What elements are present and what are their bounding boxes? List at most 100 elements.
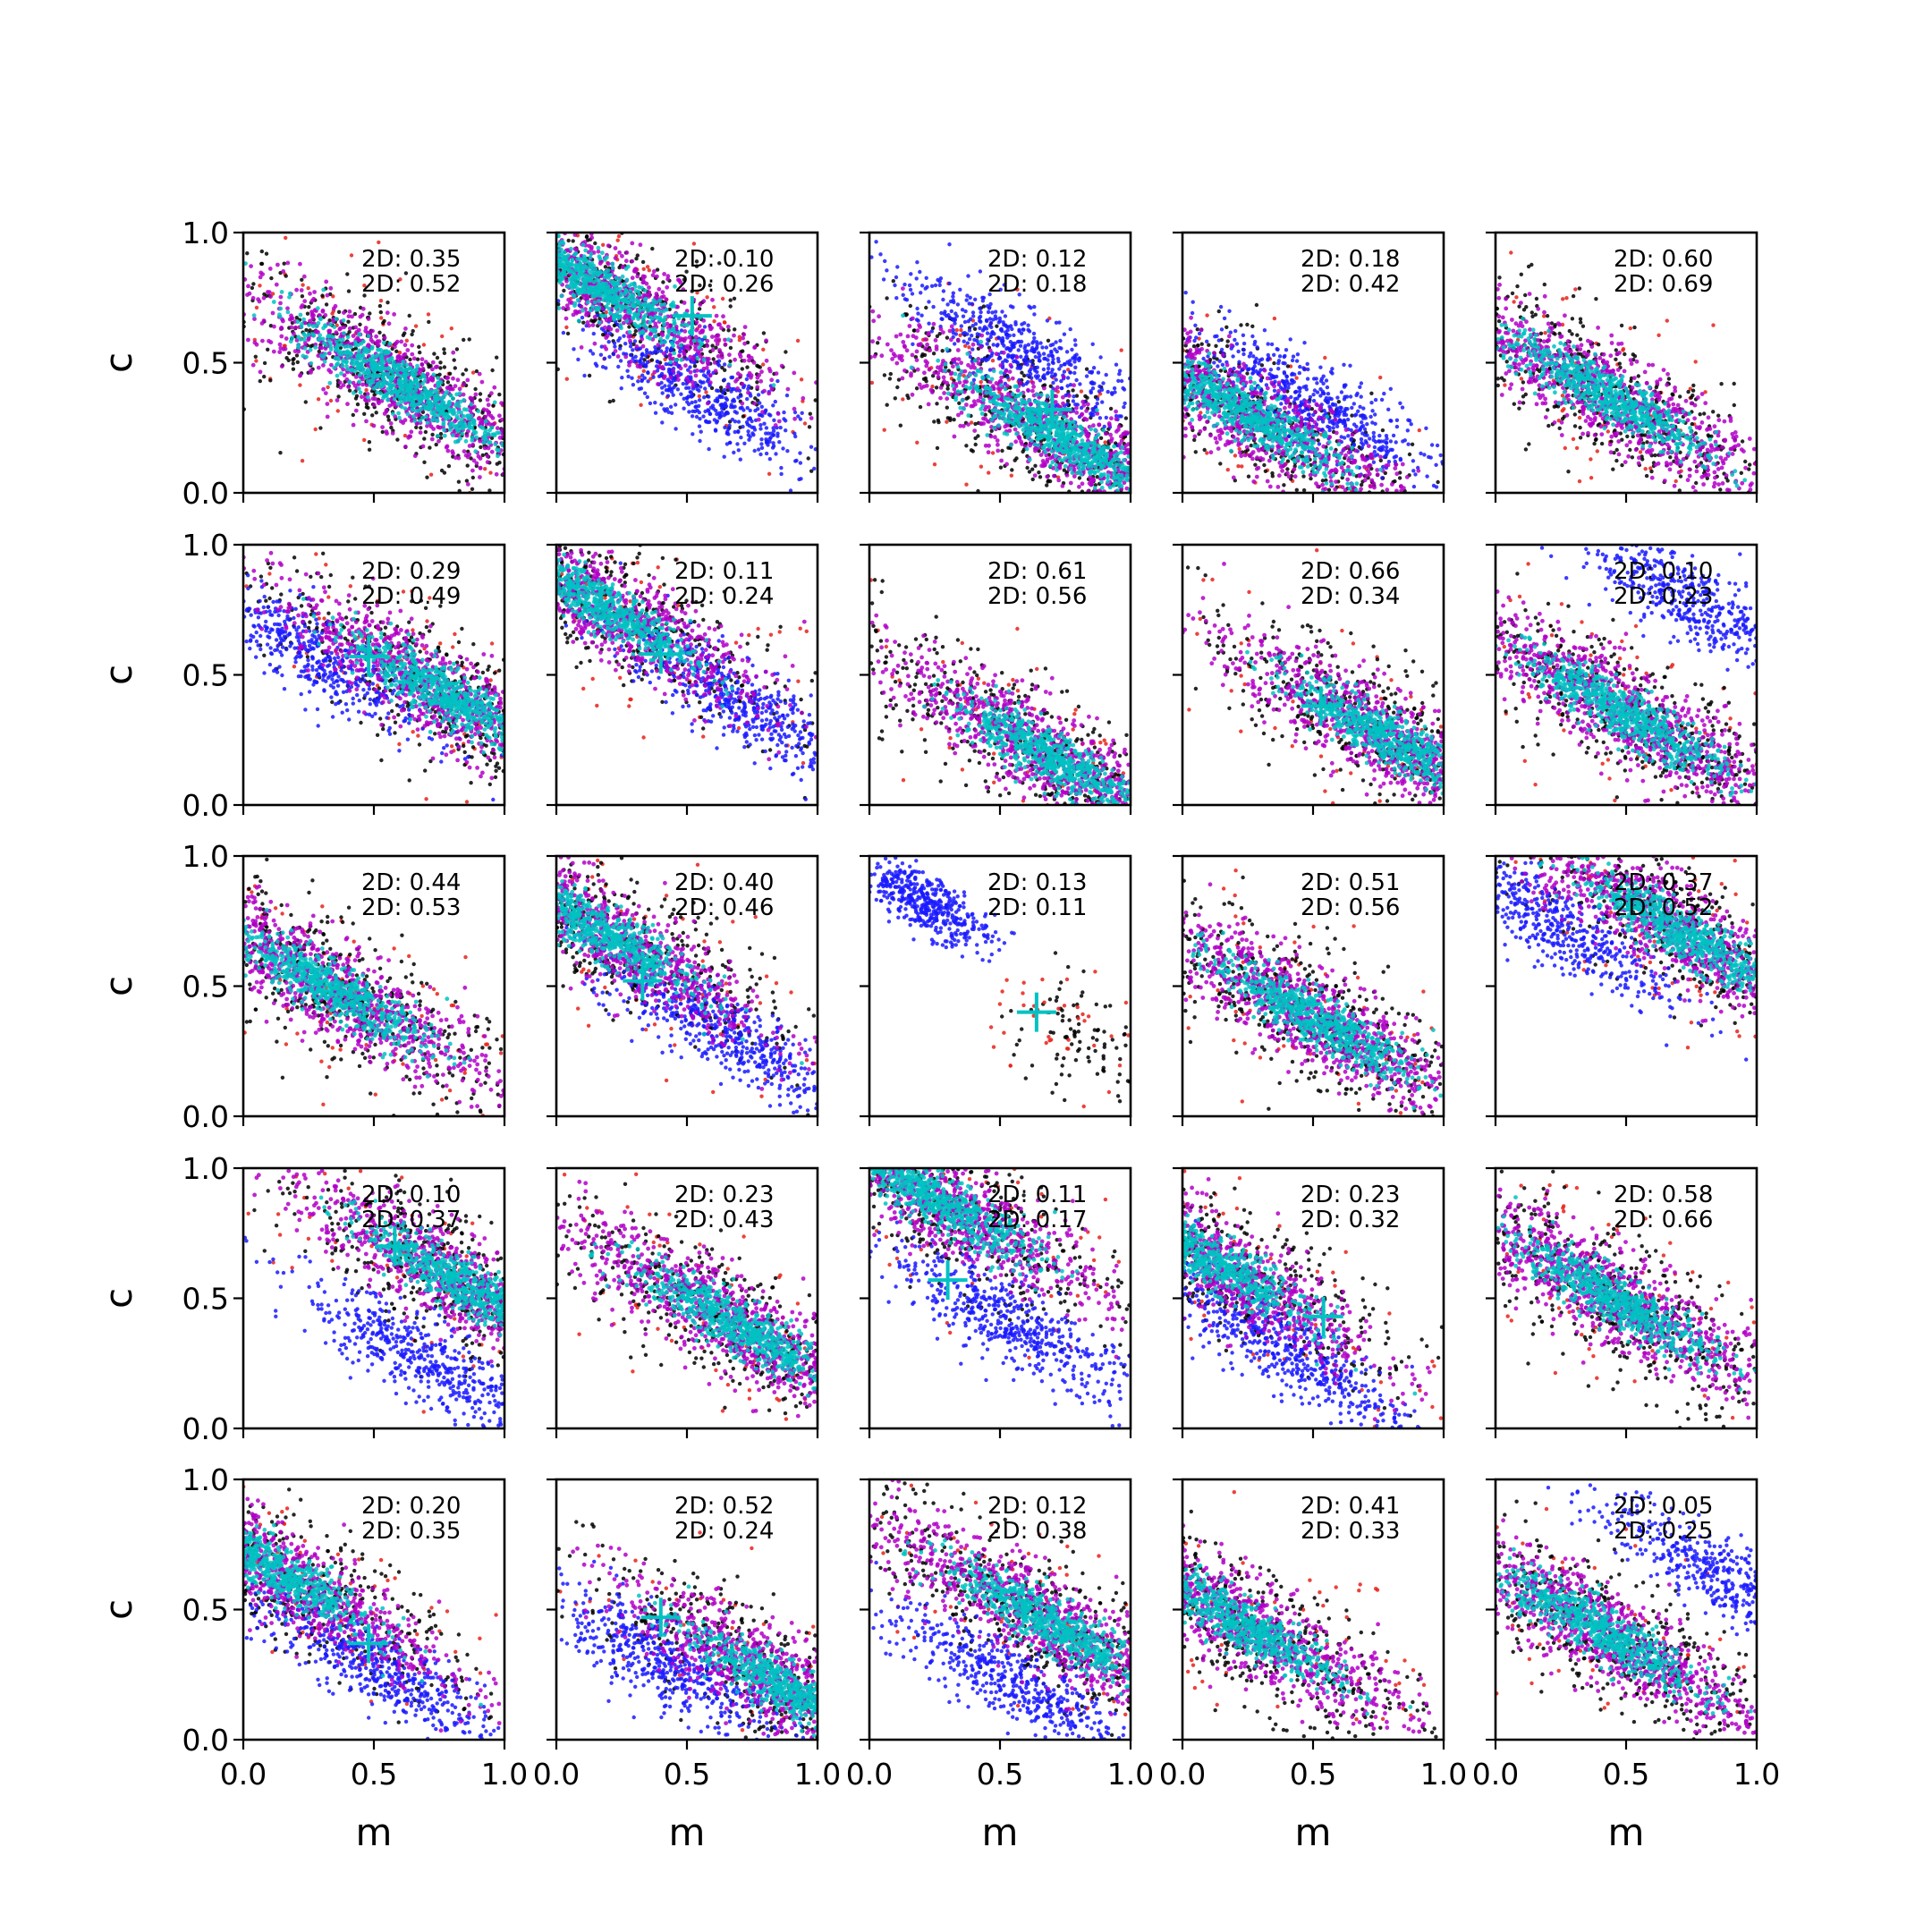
scatter-point [728,359,733,364]
scatter-point [374,334,378,339]
scatter-point [327,318,332,323]
scatter-point [391,411,395,416]
scatter-point [474,461,479,466]
scatter-point [972,365,977,370]
scatter-point [678,280,683,285]
scatter-point [348,344,353,350]
scatter-point [318,426,323,430]
scatter-point [921,377,927,381]
scatter-point [442,428,446,433]
scatter-point [641,369,646,373]
scatter-point [1022,361,1028,366]
scatter-point [682,301,687,305]
scatter-point [364,404,369,410]
scatter-point [993,309,998,314]
scatter-point [353,396,359,401]
scatter-point [722,402,727,407]
scatter-point [656,382,660,386]
scatter-point [354,361,360,366]
scatter-point [776,419,782,424]
scatter-point [606,284,611,289]
scatter-point [925,284,929,290]
scatter-point [302,334,308,339]
scatter-point [464,407,470,412]
scatter-point [611,398,615,403]
scatter-point [716,411,722,416]
scatter-point [335,398,340,402]
scatter-point [435,355,440,360]
scatter-point [1114,409,1118,414]
scatter-point [663,315,668,320]
scatter-point [1077,484,1081,489]
scatter-point [698,417,702,421]
scatter-point [953,342,957,346]
scatter-point [323,346,328,352]
scatter-point [489,391,494,396]
scatter-point [386,397,390,402]
scatter-point [767,391,772,396]
scatter-point [580,327,585,332]
scatter-point [643,296,648,301]
scatter-point [384,429,389,434]
scatter-point [649,358,655,362]
scatter-point [894,296,899,301]
scatter-point [430,360,436,365]
scatter-point [674,402,678,407]
scatter-point [341,383,346,387]
scatter-point [377,330,382,335]
scatter-point [604,335,609,340]
scatter-point [729,375,733,380]
scatter-point [437,425,443,430]
scatter-point [445,380,451,385]
scatter-point [589,235,595,241]
scatter-point [667,379,672,384]
scatter-point [985,342,989,346]
scatter-point [438,366,443,370]
scatter-point [699,380,704,385]
scatter-point [688,365,692,369]
scatter-point [309,370,313,375]
scatter-point [289,325,294,330]
scatter-point [339,342,343,347]
scatter-point [1038,359,1042,363]
scatter-point [597,261,603,266]
scatter-point [762,421,767,426]
scatter-point [1095,397,1100,402]
marker-cross [672,296,712,336]
scatter-point [301,337,307,343]
scatter-point [307,305,311,309]
scatter-point [556,306,562,310]
scatter-point [422,378,428,384]
scatter-point [403,398,408,403]
scatter-point [1070,347,1074,352]
scatter-point [778,425,783,430]
scatter-point [465,482,470,487]
scatter-point [945,419,949,424]
scatter-point [962,339,966,343]
scatter-point [722,387,727,393]
scatter-point [668,404,674,409]
scatter-point [613,256,618,260]
scatter-point [1059,378,1063,384]
scatter-point [792,431,797,436]
scatter-point [610,261,615,267]
scatter-point [412,419,418,423]
scatter-point [357,348,361,353]
scatter-point [707,446,711,452]
scatter-point [636,312,641,317]
scatter-point [398,277,402,282]
scatter-point [939,317,944,321]
scatter-point [422,436,427,441]
scatter-point [299,288,304,292]
scatter-point [724,411,728,416]
scatter-point [362,411,367,416]
scatter-point [1090,386,1096,391]
scatter-point [651,269,657,274]
scatter-point [1113,390,1117,394]
scatter-point [941,289,946,293]
scatter-point [580,268,586,274]
scatter-point [691,380,695,385]
scatter-point [1030,477,1035,482]
